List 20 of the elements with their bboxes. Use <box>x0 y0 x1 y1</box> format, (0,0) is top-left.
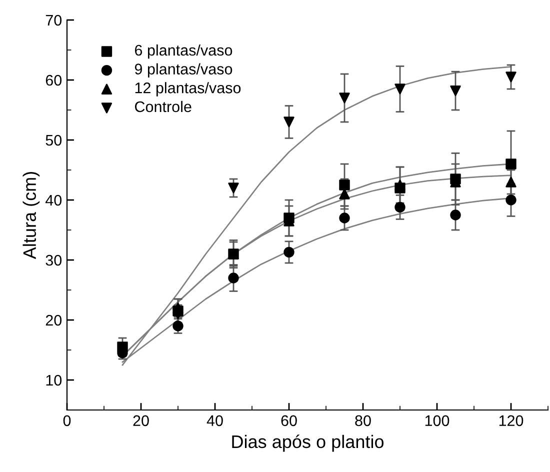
y-tick-label: 50 <box>46 134 62 146</box>
x-tick-label: 60 <box>281 415 297 426</box>
x-tick-label: 20 <box>133 415 149 426</box>
y-axis-title: Altura (cm) <box>22 172 40 260</box>
legend-label: 6 plantas/vaso <box>135 44 232 59</box>
x-tick-label: 100 <box>425 415 450 426</box>
x-tick-label: 120 <box>499 415 524 426</box>
legend-label: 12 plantas/vaso <box>135 82 241 96</box>
y-tick-label: 30 <box>46 254 62 266</box>
legend-label: 9 plantas/vaso <box>134 63 232 78</box>
y-tick-label: 20 <box>46 314 62 326</box>
x-tick-label: 40 <box>206 415 223 426</box>
y-tick-label: 70 <box>46 14 62 26</box>
x-axis-title: Dias após o plantio <box>232 434 384 452</box>
y-tick-label: 40 <box>46 194 62 206</box>
x-tick-label: 80 <box>355 415 371 426</box>
y-tick-label: 60 <box>46 74 62 86</box>
legend-label: Controle <box>135 100 192 112</box>
x-tick-label: 0 <box>63 415 71 426</box>
y-tick-label: 10 <box>46 374 62 386</box>
